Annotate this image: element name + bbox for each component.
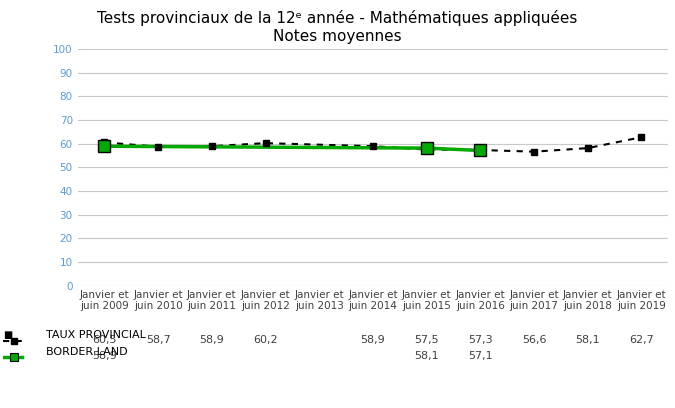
- Text: Janvier et
juin 2016: Janvier et juin 2016: [456, 290, 505, 311]
- Text: 58,1: 58,1: [575, 335, 600, 345]
- Text: Janvier et
juin 2017: Janvier et juin 2017: [509, 290, 559, 311]
- Text: 56,6: 56,6: [522, 335, 546, 345]
- Text: Janvier et
juin 2018: Janvier et juin 2018: [563, 290, 612, 311]
- Text: BORDER LAND: BORDER LAND: [46, 347, 128, 357]
- Text: 57,5: 57,5: [414, 335, 439, 345]
- Text: Janvier et
juin 2009: Janvier et juin 2009: [80, 290, 130, 311]
- Text: 58,9: 58,9: [200, 335, 224, 345]
- Text: 57,1: 57,1: [468, 351, 493, 361]
- Text: Janvier et
juin 2013: Janvier et juin 2013: [294, 290, 344, 311]
- Text: 58,9: 58,9: [360, 335, 385, 345]
- Text: Janvier et
juin 2011: Janvier et juin 2011: [187, 290, 237, 311]
- Text: 58,7: 58,7: [146, 335, 171, 345]
- Text: ■: ■: [3, 330, 13, 341]
- Text: TAUX PROVINCIAL: TAUX PROVINCIAL: [46, 330, 146, 341]
- Text: Janvier et
juin 2019: Janvier et juin 2019: [616, 290, 666, 311]
- Text: Tests provinciaux de la 12ᵉ année - Mathématiques appliquées
Notes moyennes: Tests provinciaux de la 12ᵉ année - Math…: [97, 10, 578, 44]
- Text: 60,2: 60,2: [253, 335, 278, 345]
- Text: Janvier et
juin 2015: Janvier et juin 2015: [402, 290, 452, 311]
- Text: Janvier et
juin 2012: Janvier et juin 2012: [241, 290, 290, 311]
- Text: 57,3: 57,3: [468, 335, 493, 345]
- Text: 62,7: 62,7: [629, 335, 654, 345]
- Text: 58,9: 58,9: [92, 351, 117, 361]
- Text: Janvier et
juin 2014: Janvier et juin 2014: [348, 290, 398, 311]
- Text: 58,1: 58,1: [414, 351, 439, 361]
- Text: 60,5: 60,5: [92, 335, 117, 345]
- Text: Janvier et
juin 2010: Janvier et juin 2010: [134, 290, 183, 311]
